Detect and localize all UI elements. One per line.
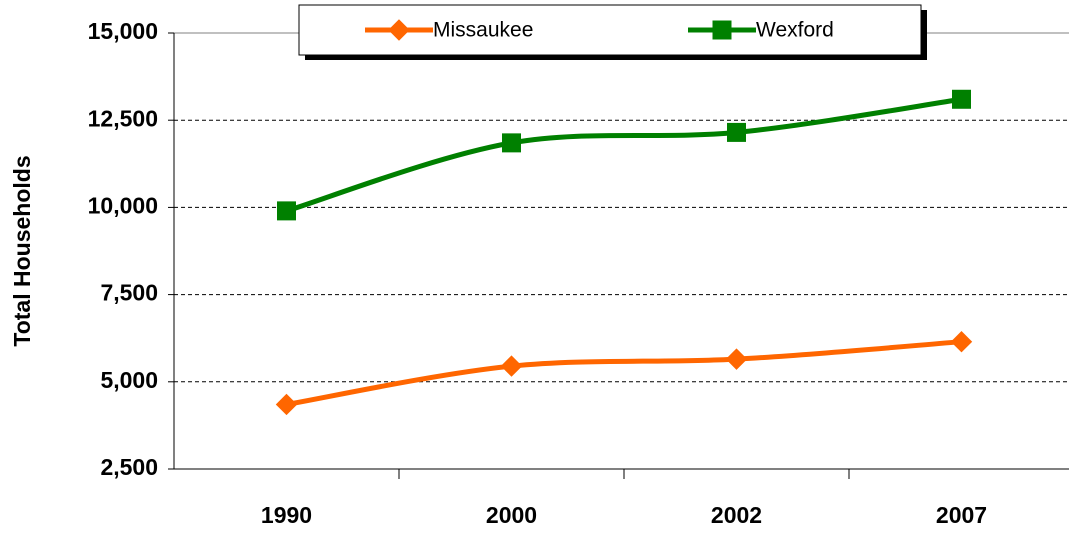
x-tick-label: 2000 — [486, 502, 537, 528]
marker — [500, 355, 523, 377]
marker — [502, 133, 521, 153]
x-tick-label: 1990 — [261, 502, 312, 528]
marker — [727, 122, 746, 142]
y-tick-label: 7,500 — [100, 280, 158, 306]
marker — [388, 19, 410, 41]
y-tick-label: 15,000 — [88, 18, 158, 44]
y-tick-label: 5,000 — [100, 367, 158, 393]
y-tick-label: 10,000 — [88, 192, 158, 218]
legend-label: Wexford — [756, 19, 834, 42]
x-tick-label: 2007 — [936, 502, 987, 528]
marker — [950, 330, 973, 353]
series-line — [286, 339, 962, 407]
marker — [277, 201, 296, 221]
series-line — [285, 96, 962, 214]
y-tick-label: 2,500 — [100, 454, 158, 480]
marker — [952, 89, 971, 109]
marker — [725, 348, 748, 370]
x-tick-label: 2002 — [711, 502, 762, 528]
legend: Missaukee Wexford — [298, 4, 927, 60]
marker — [712, 20, 732, 40]
y-axis-title: Total Households — [9, 155, 35, 346]
legend-label: Missaukee — [433, 19, 533, 42]
marker — [275, 393, 298, 416]
y-tick-label: 12,500 — [88, 105, 158, 131]
